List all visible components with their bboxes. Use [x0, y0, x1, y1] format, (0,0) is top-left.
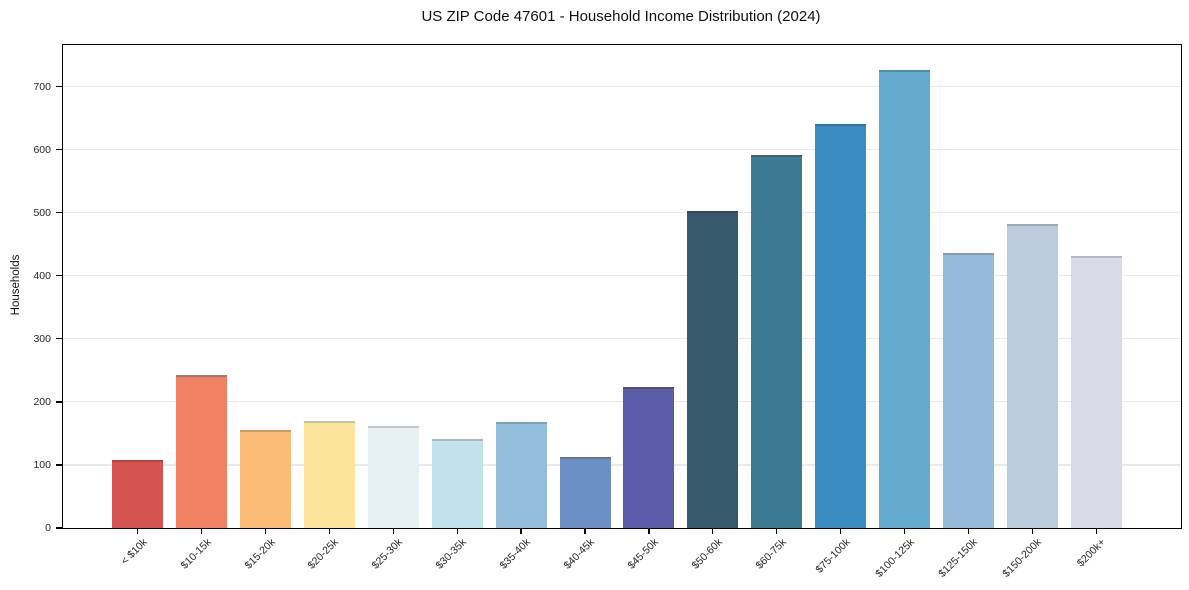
bar-45-50k: [623, 387, 675, 528]
x-tick-label: $20-25k: [305, 536, 342, 572]
y-tick-label: 600: [33, 143, 51, 156]
gridline: [63, 86, 1181, 88]
x-tick-mark: [1031, 528, 1033, 534]
x-tick-mark: [712, 528, 714, 534]
bar-35-40k: [495, 422, 547, 528]
bar-25-30k: [367, 426, 419, 528]
y-tick-mark: [56, 401, 62, 403]
chart-title: US ZIP Code 47601 - Household Income Dis…: [421, 8, 821, 25]
x-tick-mark: [200, 528, 203, 534]
x-tick-label: $100-125k: [872, 536, 917, 580]
y-tick-mark: [56, 212, 62, 214]
gridline: [63, 212, 1181, 214]
x-tick-label: $10-15k: [178, 536, 214, 572]
gridline: [63, 338, 1181, 340]
x-tick-mark: [839, 528, 842, 534]
y-tick-label: 300: [33, 332, 51, 345]
x-tick-mark: [520, 528, 522, 534]
bar-40-45k: [559, 457, 611, 528]
gridline: [63, 464, 1181, 466]
x-tick-label: $60-75k: [753, 536, 789, 572]
y-tick-label: 0: [45, 522, 51, 534]
y-axis-label: Households: [10, 254, 22, 316]
bar-10-15k: [176, 374, 228, 528]
y-tick-mark: [56, 527, 62, 529]
x-tick-mark: [456, 528, 458, 534]
gridline: [63, 149, 1181, 151]
x-tick-mark: [584, 528, 586, 534]
x-tick-mark: [903, 528, 906, 534]
bar-200k: [1070, 255, 1122, 528]
x-tick-mark: [392, 528, 394, 534]
x-tick-mark: [264, 528, 267, 534]
y-tick-label: 200: [33, 395, 51, 408]
x-tick-label: $30-35k: [433, 536, 469, 572]
y-tick-mark: [56, 85, 62, 88]
x-tick-mark: [967, 528, 970, 534]
y-tick-label: 500: [33, 206, 51, 219]
bar-30-35k: [431, 439, 483, 528]
y-tick-mark: [56, 149, 62, 151]
bar-125-150k: [942, 253, 994, 528]
plot-area: 0 100 200 300 400 500 600 700 < $10k $10-15k $15-…: [33, 44, 1182, 580]
x-tick-mark: [648, 528, 650, 534]
x-tick-label: $15-20k: [241, 536, 278, 572]
y-tick-mark: [56, 338, 62, 340]
x-tick-label: $75-100k: [812, 536, 853, 576]
bar-75-100k: [815, 124, 867, 528]
y-tick-mark: [56, 275, 62, 277]
bar-50-60k: [687, 210, 739, 528]
gridline: [63, 401, 1181, 403]
y-tick-label: 100: [33, 458, 51, 471]
bar-150-200k: [1006, 224, 1058, 528]
y-tick-label: 700: [33, 80, 51, 93]
bar-60-75k: [751, 154, 803, 528]
x-tick-mark: [328, 528, 331, 534]
x-tick-label: $25-30k: [369, 536, 406, 572]
gridline: [63, 275, 1181, 277]
bar-20-25k: [303, 420, 355, 528]
x-tick-label: $200k+: [1074, 536, 1108, 570]
x-tick-label: $35-40k: [497, 536, 533, 572]
bar-10k: [112, 459, 164, 528]
x-tick-label: $45-50k: [625, 536, 661, 572]
x-tick-label: $125-150k: [936, 536, 981, 580]
x-tick-mark: [137, 528, 139, 534]
x-tick-label: $40-45k: [561, 536, 597, 572]
y-tick-label: 400: [33, 269, 51, 282]
bar-15-20k: [240, 430, 291, 528]
x-tick-label: $150-200k: [1000, 536, 1045, 580]
bar-100-125k: [879, 70, 930, 528]
x-tick-mark: [1095, 528, 1097, 534]
y-tick-mark: [56, 464, 62, 466]
x-tick-mark: [776, 528, 778, 534]
x-tick-label: < $10k: [118, 536, 150, 568]
x-tick-label: $50-60k: [689, 536, 725, 572]
